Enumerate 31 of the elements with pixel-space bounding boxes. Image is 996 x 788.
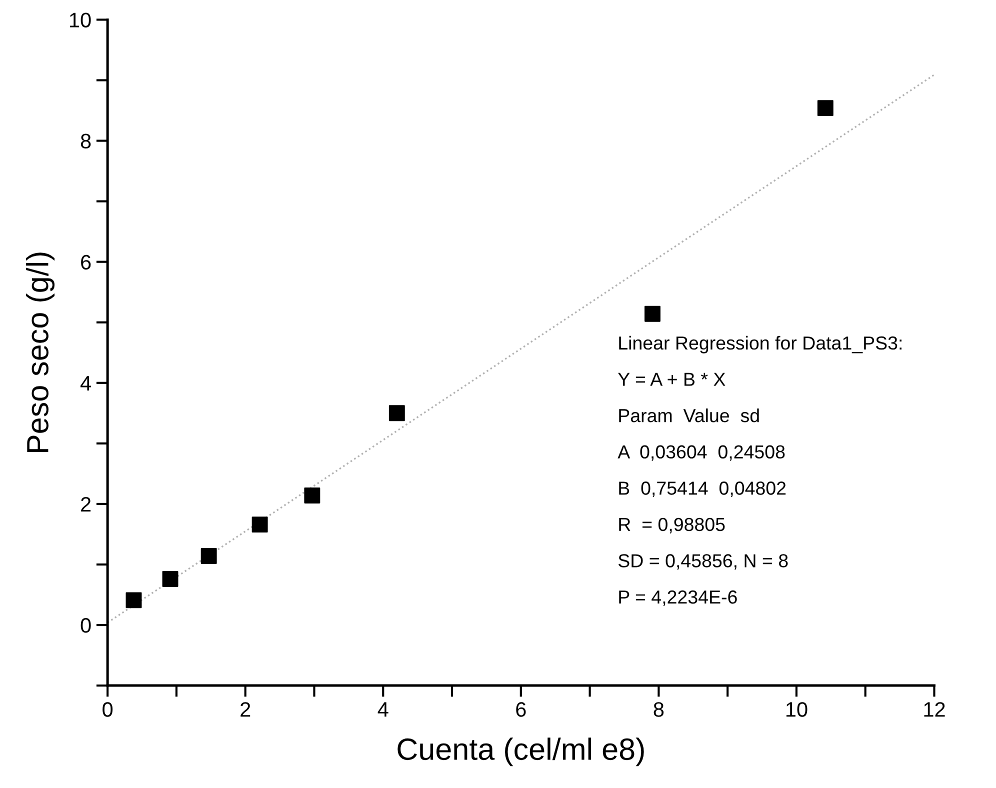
point <box>644 306 660 322</box>
annotation: R = 0,98805 <box>619 518 725 534</box>
x-tick-label: 0 <box>102 702 113 717</box>
y-tick-label: 6 <box>81 254 91 270</box>
annotation: Y = A + B * X <box>618 372 726 386</box>
annotation: Param Value sd <box>619 408 759 422</box>
annotation: B 0,75414 0,04802 <box>619 482 786 498</box>
annotation: A 0,03604 0,24508 <box>618 445 785 461</box>
annotation: SD = 0,45856, N = 8 <box>618 554 788 570</box>
y-tick-label: 2 <box>81 496 91 512</box>
point <box>304 488 320 504</box>
y-tick-label: 8 <box>80 134 91 149</box>
x-tick-label: 2 <box>240 702 250 717</box>
y-tick-label: 0 <box>80 618 91 633</box>
point <box>252 516 268 533</box>
x-tick-label: 12 <box>924 702 945 717</box>
point <box>162 571 178 587</box>
y-tick-label: 4 <box>80 376 91 390</box>
point <box>817 100 834 116</box>
point <box>126 592 142 608</box>
y-tick-label: 10 <box>70 12 91 28</box>
x-axis-title: Cuenta (cel/ml e8) <box>398 738 644 766</box>
point <box>200 548 217 564</box>
x-tick-label: 8 <box>654 702 664 717</box>
x-tick-label: 4 <box>378 702 388 717</box>
annotation: P = 4,2234E-6 <box>619 590 737 606</box>
y-axis-title: Peso seco (g/l) <box>26 252 55 452</box>
point <box>388 405 405 422</box>
x-tick-label: 6 <box>516 702 526 717</box>
x-tick-label: 10 <box>786 702 808 717</box>
annotation: Linear Regression for Data1_PS3: <box>619 336 902 354</box>
